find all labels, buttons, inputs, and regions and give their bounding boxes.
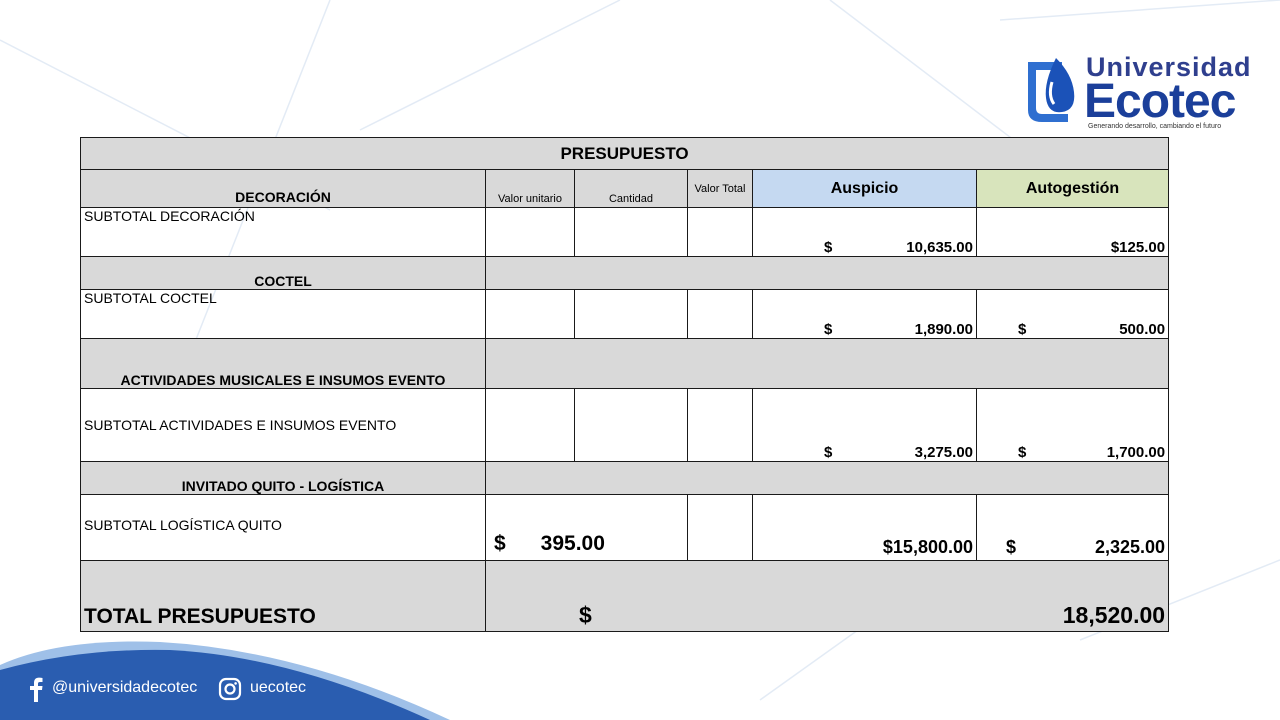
cell-empty bbox=[687, 289, 753, 339]
footer-wave bbox=[0, 641, 450, 720]
section-row-quito: INVITADO QUITO - LOGÍSTICA bbox=[80, 461, 1170, 495]
ecotec-logo-mark bbox=[1028, 58, 1075, 122]
cell-total-value: $18,520.00 bbox=[484, 560, 1170, 632]
section-fill bbox=[484, 338, 1170, 389]
cell-autogestion-decoracion: $125.00 bbox=[975, 207, 1170, 257]
instagram-handle[interactable]: uecotec bbox=[250, 679, 307, 696]
logo-tagline: Generando desarrollo, cambiando el futur… bbox=[1088, 123, 1222, 130]
table-row-coctel: SUBTOTAL COCTEL $1,890.00 $500.00 bbox=[80, 289, 1170, 339]
table-row-decoracion: SUBTOTAL DECORACIÓN $10,635.00 $125.00 bbox=[80, 207, 1170, 257]
table-row-quito: SUBTOTAL LOGÍSTICA QUITO $ 395.00 $15,80… bbox=[80, 494, 1170, 561]
currency-symbol: $ bbox=[824, 444, 833, 461]
total-value: 18,520.00 bbox=[1062, 602, 1166, 628]
cell-empty bbox=[687, 494, 753, 561]
currency-symbol: $ bbox=[824, 321, 833, 338]
label-subtotal-actividades: SUBTOTAL ACTIVIDADES E INSUMOS EVENTO bbox=[80, 388, 486, 462]
cell-auspicio-coctel: $1,890.00 bbox=[752, 289, 977, 339]
cell-autogestion-actividades: $1,700.00 bbox=[975, 388, 1170, 462]
section-fill bbox=[484, 256, 1170, 290]
logo-text-universidad: Universidad bbox=[1086, 52, 1252, 82]
header-autogestion: Autogestión bbox=[975, 169, 1170, 208]
cell-empty bbox=[574, 289, 688, 339]
facebook-handle[interactable]: @universidadecotec bbox=[52, 679, 198, 696]
cell-auspicio-quito: $15,800.00 bbox=[752, 494, 977, 561]
cell-valor-unitario-quito: $ 395.00 bbox=[485, 494, 688, 561]
cell-autogestion-quito: $2,325.00 bbox=[975, 494, 1170, 561]
label-subtotal-logistica: SUBTOTAL LOGÍSTICA QUITO bbox=[80, 494, 486, 561]
table-title: PRESUPUESTO bbox=[79, 137, 1170, 170]
section-row-musicales: ACTIVIDADES MUSICALES E INSUMOS EVENTO bbox=[80, 338, 1170, 389]
currency-symbol: $ bbox=[579, 602, 592, 628]
cell-empty bbox=[485, 388, 575, 462]
label-subtotal-decoracion: SUBTOTAL DECORACIÓN bbox=[80, 207, 486, 257]
cell-empty bbox=[687, 207, 753, 257]
ecotec-logo: Universidad Ecotec Generando desarrollo,… bbox=[1022, 48, 1251, 138]
cell-empty bbox=[574, 388, 688, 462]
header-auspicio: Auspicio bbox=[752, 169, 977, 208]
cell-empty bbox=[687, 388, 753, 462]
budget-table: PRESUPUESTO DECORACIÓN Valor unitario Ca… bbox=[79, 137, 1170, 632]
header-cantidad: Cantidad bbox=[574, 169, 688, 208]
logo-text-ecotec: Ecotec bbox=[1084, 75, 1236, 128]
cell-autogestion-coctel: $500.00 bbox=[975, 289, 1170, 339]
auspicio-value: 1,890.00 bbox=[914, 321, 973, 338]
currency-symbol: $ bbox=[824, 239, 833, 256]
section-invitado-quito: INVITADO QUITO - LOGÍSTICA bbox=[80, 461, 486, 495]
section-coctel: COCTEL bbox=[80, 256, 486, 290]
header-valor-total: Valor Total bbox=[687, 169, 753, 208]
autogestion-value: 2,325.00 bbox=[1095, 537, 1166, 557]
autogestion-value: 500.00 bbox=[1119, 321, 1166, 338]
table-title-row: PRESUPUESTO bbox=[79, 137, 1170, 170]
header-valor-unitario: Valor unitario bbox=[485, 169, 575, 208]
cell-empty bbox=[485, 207, 575, 257]
facebook-icon[interactable] bbox=[28, 676, 44, 702]
section-fill bbox=[484, 461, 1170, 495]
section-row-coctel: COCTEL bbox=[80, 256, 1170, 290]
table-row-musicales: SUBTOTAL ACTIVIDADES E INSUMOS EVENTO $3… bbox=[80, 388, 1170, 462]
autogestion-value: 1,700.00 bbox=[1106, 444, 1166, 461]
currency-symbol: $ bbox=[1006, 537, 1017, 557]
currency-symbol: $ bbox=[1018, 321, 1027, 338]
label-subtotal-coctel: SUBTOTAL COCTEL bbox=[80, 289, 486, 339]
cell-empty bbox=[574, 207, 688, 257]
auspicio-value: 3,275.00 bbox=[914, 444, 973, 461]
section-actividades-musicales: ACTIVIDADES MUSICALES E INSUMOS EVENTO bbox=[80, 338, 486, 389]
cell-empty bbox=[485, 289, 575, 339]
auspicio-value: 10,635.00 bbox=[906, 239, 973, 256]
table-row-total: TOTAL PRESUPUESTO $18,520.00 bbox=[80, 560, 1170, 632]
currency-symbol: $ bbox=[1018, 444, 1027, 461]
header-decoracion: DECORACIÓN bbox=[80, 169, 486, 208]
cell-auspicio-decoracion: $10,635.00 bbox=[752, 207, 977, 257]
cell-auspicio-actividades: $3,275.00 bbox=[752, 388, 977, 462]
table-header-row: DECORACIÓN Valor unitario Cantidad Valor… bbox=[80, 169, 1170, 208]
instagram-icon[interactable] bbox=[218, 677, 242, 701]
label-total-presupuesto: TOTAL PRESUPUESTO bbox=[80, 560, 486, 632]
